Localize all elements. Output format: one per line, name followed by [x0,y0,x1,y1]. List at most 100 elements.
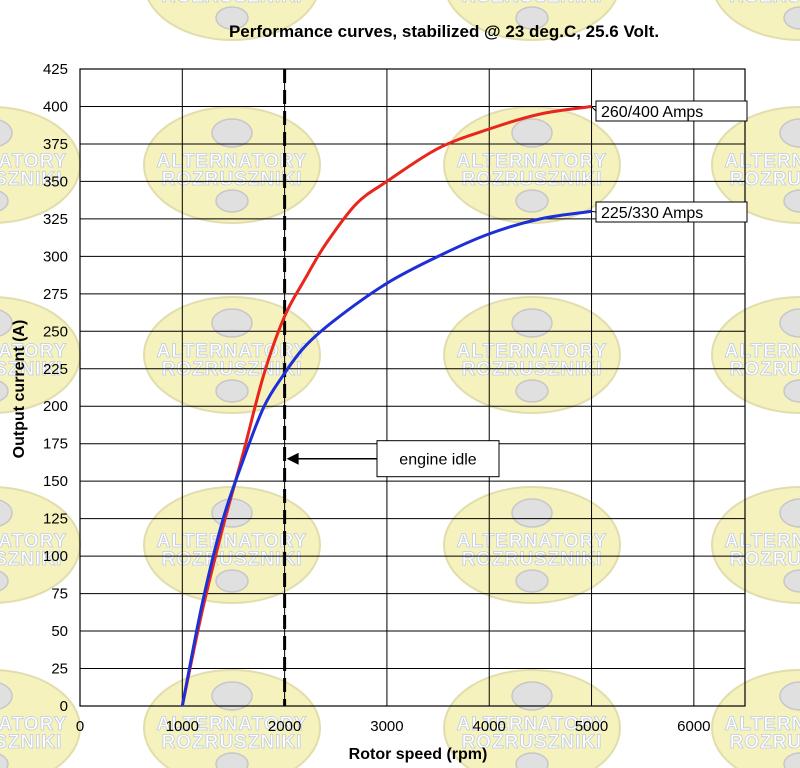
watermark-line1: ALTERNATORY [157,151,308,172]
y-tick-label: 175 [43,436,68,453]
watermark-line1: ALTERNATORY [0,341,67,362]
watermark-line2: ROZRUSZNIKI [730,732,800,753]
starter-icon [515,379,549,403]
starter-icon [515,569,549,593]
alternator-icon [211,498,253,528]
starter-icon [215,6,249,30]
watermark-line1: ALTERNATORY [157,714,308,735]
watermark-line2: ROZRUSZNIKI [730,0,800,7]
callout-leader [591,210,597,213]
watermark-line1: ALTERNATORY [457,341,608,362]
watermark-ellipse [143,669,321,768]
starter-icon [515,6,549,30]
watermark-ellipse [715,0,800,41]
watermark-line2: ROZRUSZNIKI [0,549,62,570]
y-tick-label: 400 [43,98,68,115]
watermark-ellipse [443,669,621,768]
y-tick-label: 250 [43,323,68,340]
watermark-ellipse [443,106,621,224]
watermark-line2: ROZRUSZNIKI [462,169,603,190]
starter-icon [515,189,549,213]
alternator-icon [779,308,800,338]
x-tick-label: 2000 [268,718,301,735]
starter-icon [215,569,249,593]
watermark-line2: ROZRUSZNIKI [0,359,62,380]
watermark-line1: ALTERNATORY [725,714,800,735]
watermark-line1: ALTERNATORY [457,531,608,552]
watermark-ellipse [443,486,621,604]
watermark-ellipse [143,106,321,224]
x-tick-label: 4000 [473,718,506,735]
x-tick-label: 5000 [575,718,608,735]
starter-icon [0,380,9,402]
y-tick-label: 75 [51,586,68,603]
x-tick-label: 3000 [370,718,403,735]
watermark-line1: ALTERNATORY [157,531,308,552]
plot-frame [79,68,746,707]
y-tick-label: 200 [43,398,68,415]
y-tick-label: 225 [43,361,68,378]
alternator-icon [511,118,553,148]
watermark-ellipse [711,486,800,604]
watermark-line1: ALTERNATORY [0,531,67,552]
watermark-line2: ROZRUSZNIKI [730,549,800,570]
starter-icon [0,570,9,592]
series-line-0 [180,105,592,707]
callout-box [595,201,748,223]
watermark-ellipse [711,296,800,414]
starter-icon [783,752,800,768]
alternator-icon [779,498,800,528]
callout-box [595,100,748,122]
y-tick-label: 125 [43,511,68,528]
watermark-line2: ROZRUSZNIKI [162,169,303,190]
watermark-line1: ALTERNATORY [0,151,67,172]
alternator-icon [511,498,553,528]
starter-icon [783,189,800,213]
watermark-line2: ROZRUSZNIKI [730,359,800,380]
watermark-ellipse [0,669,81,768]
alternator-icon [211,308,253,338]
watermark-line1: ALTERNATORY [457,151,608,172]
watermark-ellipse [711,669,800,768]
watermark-line2: ROZRUSZNIKI [730,169,800,190]
x-tick-label: 6000 [677,718,710,735]
starter-icon [783,6,800,30]
tick-labels: 0 25 50 75 100 125 150 175 200 225 250 275 300 325 350… [43,61,711,735]
series-layer [180,105,592,707]
y-tick-label: 300 [43,248,68,265]
watermark-line2: ROZRUSZNIKI [462,732,603,753]
watermark-ellipse [711,106,800,224]
alternator-icon [0,499,13,527]
starter-icon [783,379,800,403]
y-tick-label: 325 [43,211,68,228]
idle-callout-box [376,440,500,478]
starter-icon [215,379,249,403]
watermark-line1: ALTERNATORY [0,714,67,735]
starter-icon [215,189,249,213]
callout-leader [591,106,597,112]
starter-icon [783,569,800,593]
watermark-line1: ALTERNATORY [725,341,800,362]
callouts: 260/400 Amps 225/330 Amps engine idle [286,100,748,478]
watermark-line1: ALTERNATORY [457,714,608,735]
idle-arrow-head [286,452,299,465]
watermark-line2: ROZRUSZNIKI [462,549,603,570]
y-tick-label: 25 [51,661,68,678]
